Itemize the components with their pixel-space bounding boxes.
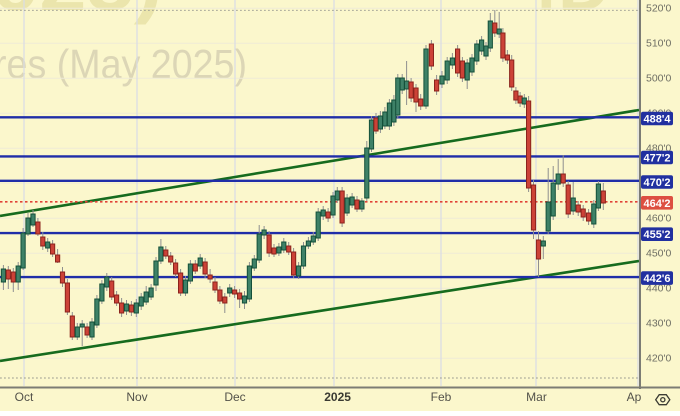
svg-text:520'0: 520'0: [646, 3, 672, 15]
svg-text:2025: 2025: [324, 390, 351, 404]
svg-text:440'0: 440'0: [646, 283, 672, 295]
svg-text:460'0: 460'0: [646, 213, 672, 225]
svg-text:4D: 4D: [518, 0, 610, 25]
svg-text:Feb: Feb: [431, 390, 452, 404]
svg-text:025): 025): [0, 0, 162, 25]
svg-text:Oct: Oct: [15, 390, 34, 404]
svg-text:Mar: Mar: [526, 390, 547, 404]
svg-text:430'0: 430'0: [646, 318, 672, 330]
svg-text:Ap: Ap: [627, 390, 642, 404]
svg-text:470'2: 470'2: [643, 177, 670, 189]
svg-text:Dec: Dec: [224, 390, 245, 404]
svg-text:500'0: 500'0: [646, 73, 672, 85]
svg-text:res (May 2025): res (May 2025): [0, 41, 247, 87]
svg-text:488'4: 488'4: [643, 114, 671, 126]
svg-text:510'0: 510'0: [646, 38, 672, 50]
svg-text:420'0: 420'0: [646, 353, 672, 365]
svg-text:477'2: 477'2: [643, 153, 670, 165]
svg-text:Nov: Nov: [126, 390, 147, 404]
svg-text:442'6: 442'6: [643, 273, 670, 285]
svg-text:450'0: 450'0: [646, 248, 672, 260]
svg-text:464'2: 464'2: [643, 198, 670, 210]
svg-text:455'2: 455'2: [643, 229, 670, 241]
